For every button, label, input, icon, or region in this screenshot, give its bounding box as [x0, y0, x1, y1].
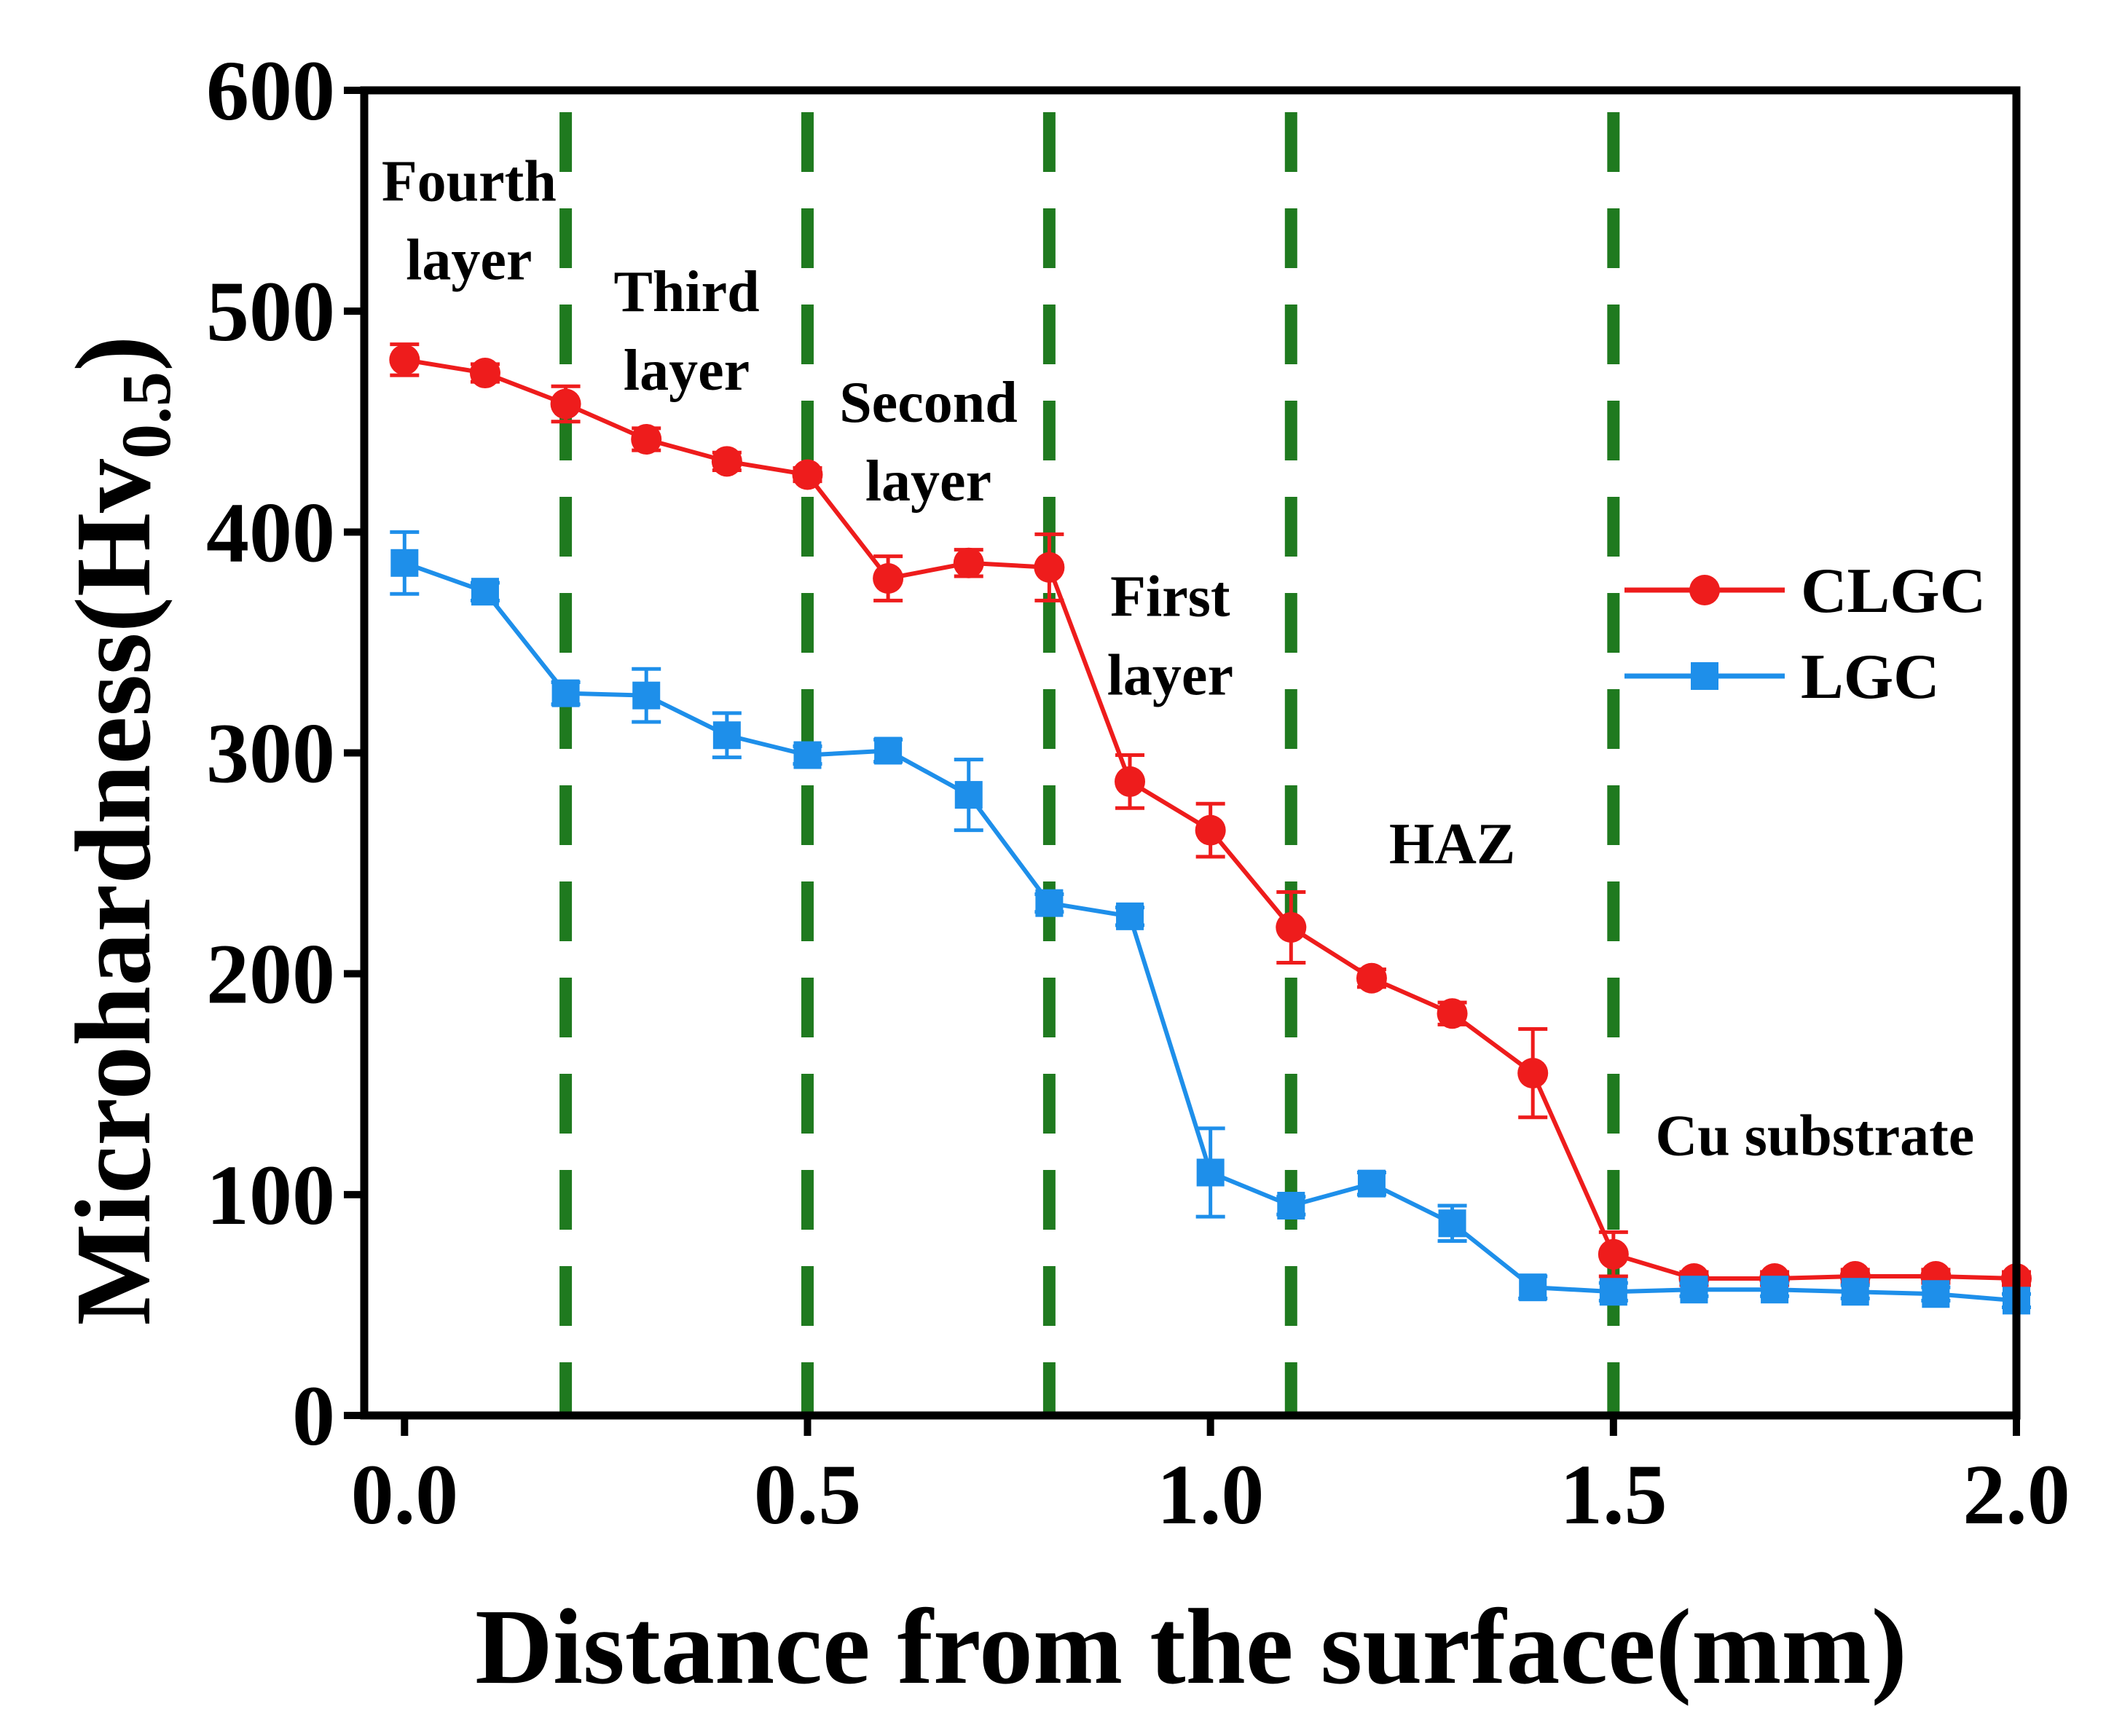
x-axis-label: Distance from the surface(mm) — [475, 1587, 1907, 1707]
data-point — [1598, 1238, 1629, 1270]
x-tick-label: 0.0 — [351, 1447, 459, 1542]
y-tick-label: 500 — [206, 264, 335, 359]
data-point — [1195, 814, 1226, 846]
data-point — [1761, 1276, 1789, 1304]
region-label-first-layer: First layer — [1107, 565, 1233, 708]
region-label-cu-substrate: Cu substrate — [1656, 1104, 1975, 1168]
data-point — [1437, 998, 1468, 1029]
data-point — [1438, 1209, 1466, 1238]
region-label-line: layer — [865, 449, 991, 514]
legend-label: CLGC — [1801, 556, 1986, 627]
region-label-second-layer: Second layer — [839, 371, 1018, 514]
data-point — [1356, 962, 1387, 994]
legend: CLGC LGC — [1624, 556, 1986, 712]
region-label-line: layer — [1107, 644, 1233, 708]
data-point — [792, 459, 823, 490]
data-point — [1519, 1273, 1547, 1302]
region-label-line: Third — [613, 260, 759, 324]
region-label-fourth-layer: Fourth layer — [382, 150, 557, 293]
data-point — [1276, 912, 1307, 943]
x-tick-label: 2.0 — [1962, 1447, 2070, 1542]
region-label-line: layer — [624, 339, 750, 403]
data-point — [1035, 889, 1064, 917]
data-point — [390, 549, 419, 577]
axes: 0 100 200 300 400 500 600 0.0 0.5 1.0 1.5 2.0 — [206, 43, 2070, 1542]
data-point — [471, 578, 499, 606]
y-tick-label: 300 — [206, 706, 335, 801]
data-point — [550, 388, 581, 420]
region-label-line: Fourth — [382, 150, 557, 214]
y-axis-label: Microhardness(Hv0.5) — [54, 336, 185, 1326]
legend-marker — [1691, 662, 1718, 690]
data-series — [389, 342, 2032, 1315]
y-tick-label: 400 — [206, 484, 335, 580]
plot-frame — [360, 86, 2021, 1420]
y-tick-label: 100 — [206, 1147, 335, 1243]
data-point — [1599, 1278, 1627, 1306]
data-point — [1680, 1276, 1708, 1304]
data-point — [1841, 1278, 1869, 1306]
y-axis-label-close: ) — [54, 336, 173, 372]
data-point — [1034, 551, 1065, 583]
y-tick-label: 0 — [292, 1368, 335, 1464]
legend-label: LGC — [1801, 642, 1940, 712]
data-point — [712, 721, 741, 750]
region-labels: Fourth layer Third layer Second layer First lay… — [382, 150, 1974, 1169]
y-axis-label-main: Microhardness(Hv — [54, 459, 173, 1325]
data-point — [793, 741, 822, 769]
data-point — [1357, 1169, 1386, 1198]
y-tick-label: 600 — [206, 43, 335, 138]
region-label-line: Second — [839, 371, 1018, 435]
data-point — [389, 344, 420, 375]
data-point — [1116, 902, 1144, 930]
x-tick-label: 1.0 — [1157, 1447, 1265, 1542]
x-tick-label: 0.5 — [754, 1447, 862, 1542]
region-label-haz: HAZ — [1389, 812, 1515, 876]
data-point — [1922, 1280, 1950, 1308]
legend-marker — [1689, 575, 1720, 605]
region-label-line: HAZ — [1389, 812, 1515, 876]
data-point — [954, 781, 983, 809]
data-point — [469, 358, 500, 389]
x-tick-label: 1.5 — [1560, 1447, 1667, 1542]
data-point — [711, 446, 742, 477]
region-label-third-layer: Third layer — [613, 260, 759, 403]
data-point — [953, 547, 984, 578]
data-point — [1196, 1158, 1225, 1187]
series-lgc — [390, 530, 2031, 1315]
y-tick-label: 200 — [206, 927, 335, 1022]
data-point — [631, 424, 662, 455]
region-label-line: First — [1110, 565, 1230, 629]
region-label-line: Cu substrate — [1656, 1104, 1975, 1168]
data-point — [874, 737, 903, 765]
data-point — [551, 679, 580, 707]
y-axis-label-subscript: 0.5 — [107, 372, 185, 459]
data-point — [1115, 766, 1146, 797]
data-point — [1517, 1058, 1549, 1089]
region-label-line: layer — [406, 229, 532, 293]
data-point — [873, 562, 904, 594]
data-point — [1277, 1191, 1305, 1219]
data-point — [632, 681, 661, 710]
